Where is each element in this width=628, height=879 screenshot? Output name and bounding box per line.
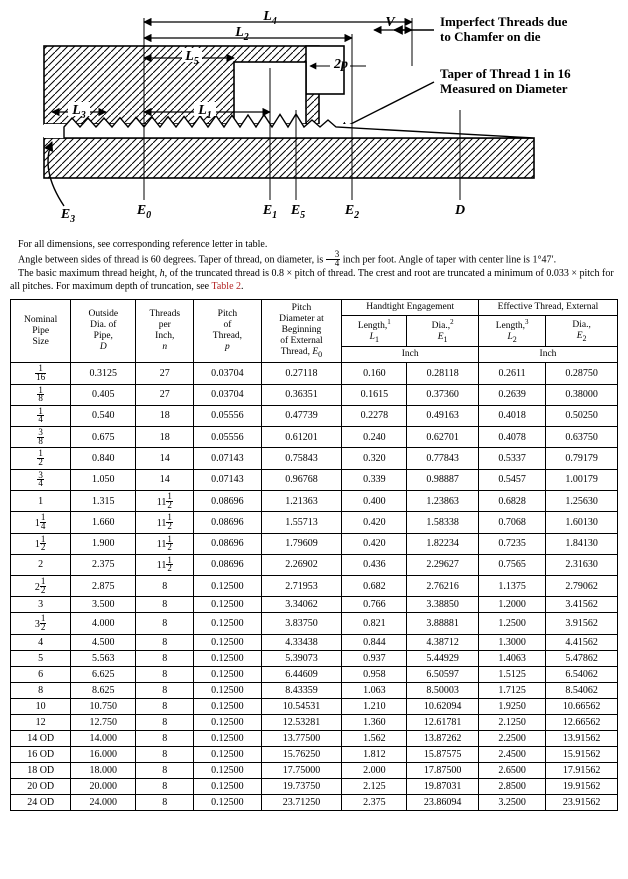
th-e1: Dia.,2 E1	[407, 316, 479, 347]
svg-text:D: D	[454, 203, 465, 218]
th-l1: Length,1 L1	[342, 316, 407, 347]
th-e0: Pitch Diameter at Beginning of External …	[261, 300, 342, 363]
table-row: 44.50080.125004.334380.8444.387121.30004…	[11, 634, 618, 650]
th-n: Threads per Inch, n	[136, 300, 194, 363]
table-row: 3124.00080.125003.837500.8213.888811.250…	[11, 613, 618, 634]
table-row: 18 OD18.00080.1250017.750002.00017.87500…	[11, 762, 618, 778]
th-d: Outside Dia. of Pipe, D	[71, 300, 136, 363]
th-effective: Effective Thread, External	[479, 300, 618, 316]
thread-diagram-svg: Imperfect Threads due to Chamfer on die …	[34, 10, 594, 230]
table-row: 380.675180.055560.612010.2400.627010.407…	[11, 427, 618, 448]
svg-text:L2: L2	[234, 25, 249, 43]
table-row: 55.56380.125005.390730.9375.449291.40635…	[11, 650, 618, 666]
table-row: 88.62580.125008.433591.0638.500031.71258…	[11, 682, 618, 698]
table-row: 66.62580.125006.446090.9586.505971.51256…	[11, 666, 618, 682]
table-row: 14 OD14.00080.1250013.775001.56213.87262…	[11, 730, 618, 746]
table-row: 1160.3125270.037040.271180.1600.281180.2…	[11, 363, 618, 384]
th-p: Pitch of Thread, p	[194, 300, 261, 363]
note-1: For all dimensions, see corresponding re…	[10, 238, 618, 251]
note-3: The basic maximum thread height, h, of t…	[10, 267, 618, 293]
th-inch-2: Inch	[479, 347, 618, 363]
th-l2: Length,3 L2	[479, 316, 546, 347]
svg-text:E0: E0	[136, 203, 151, 221]
th-handtight: Handtight Engagement	[342, 300, 479, 316]
table-row: 24 OD24.00080.1250023.712502.37523.86094…	[11, 794, 618, 810]
annot-taper-l1: Taper of Thread 1 in 16	[440, 66, 571, 81]
svg-text:E3: E3	[60, 207, 75, 225]
svg-text:E5: E5	[290, 203, 305, 221]
annot-imperfect-l2: to Chamfer on die	[440, 29, 541, 44]
table-row: 120.840140.071430.758430.3200.778430.533…	[11, 448, 618, 469]
table-row: 20 OD20.00080.1250019.737502.12519.87031…	[11, 778, 618, 794]
table-row: 180.405270.037040.363510.16150.373600.26…	[11, 384, 618, 405]
th-nps: Nominal Pipe Size	[11, 300, 71, 363]
svg-text:E2: E2	[344, 203, 359, 221]
label-2p: 2p	[333, 57, 348, 72]
table-body: 1160.3125270.037040.271180.1600.281180.2…	[11, 363, 618, 810]
th-e2: Dia., E2	[546, 316, 618, 347]
table-row: 11.31511120.086961.213630.4001.238630.68…	[11, 490, 618, 511]
note-2: Angle between sides of thread is 60 degr…	[10, 251, 618, 267]
table-row: 1010.75080.1250010.545311.21010.620941.9…	[11, 698, 618, 714]
table-row: 22.37511120.086962.269020.4362.296270.75…	[11, 554, 618, 575]
table-row: 1141.66011120.086961.557130.4201.583380.…	[11, 512, 618, 533]
thread-diagram: Imperfect Threads due to Chamfer on die …	[10, 10, 618, 230]
notes-block: For all dimensions, see corresponding re…	[10, 238, 618, 293]
table-row: 2122.87580.125002.719530.6822.762161.137…	[11, 576, 618, 597]
table-row: 341.050140.071430.967680.3390.988870.545…	[11, 469, 618, 490]
table-row: 140.540180.055560.477390.22780.491630.40…	[11, 405, 618, 426]
ref-table2: Table 2	[211, 281, 241, 292]
svg-text:L4: L4	[262, 10, 277, 27]
table-row: 1121.90011120.086961.796090.4201.822340.…	[11, 533, 618, 554]
table-row: 1212.75080.1250012.532811.36012.617812.1…	[11, 714, 618, 730]
th-inch-1: Inch	[342, 347, 479, 363]
annot-taper-l2: Measured on Diameter	[440, 81, 568, 96]
svg-text:E1: E1	[262, 203, 277, 221]
annot-imperfect-l1: Imperfect Threads due	[440, 14, 568, 29]
table-row: 33.50080.125003.340620.7663.388501.20003…	[11, 597, 618, 613]
table-row: 16 OD16.00080.1250015.762501.81215.87575…	[11, 746, 618, 762]
thread-dimensions-table: Nominal Pipe Size Outside Dia. of Pipe, …	[10, 299, 618, 810]
